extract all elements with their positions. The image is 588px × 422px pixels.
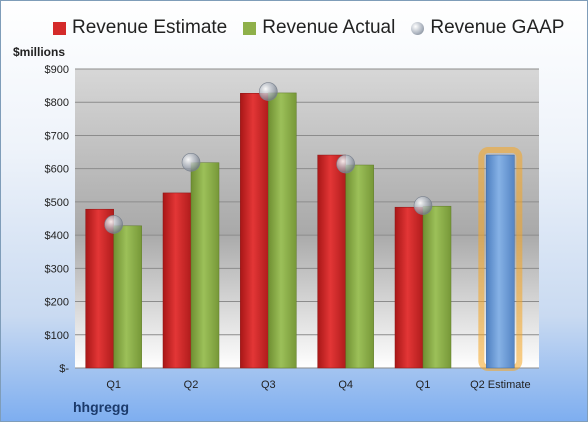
y-tick-label: $900 xyxy=(45,64,69,76)
x-tick-label: Q2 Estimate xyxy=(470,379,531,391)
x-tick-label: Q2 xyxy=(184,379,199,391)
gaap-point xyxy=(259,82,278,101)
gaap-point xyxy=(413,196,433,215)
gaap-point xyxy=(336,154,355,174)
x-tick-label: Q3 xyxy=(261,379,276,391)
y-tick-label: $100 xyxy=(45,330,69,342)
bar-actual xyxy=(422,205,452,369)
gaap-point xyxy=(104,215,123,234)
legend-label-actual: Revenue Actual xyxy=(262,17,396,38)
x-tick-label: Q4 xyxy=(338,379,353,391)
gaap-point xyxy=(181,153,201,172)
legend-item-gaap: Revenue GAAP xyxy=(411,17,564,39)
bar-estimate xyxy=(85,208,114,369)
legend-label-estimate: Revenue Estimate xyxy=(72,17,228,38)
y-tick-label: $400 xyxy=(45,230,69,242)
legend-label-gaap: Revenue GAAP xyxy=(430,17,565,38)
bar-actual xyxy=(113,225,142,369)
legend-swatch-actual xyxy=(243,21,257,35)
company-name: hhgregg xyxy=(73,399,129,415)
y-unit-label: $millions xyxy=(13,45,66,59)
bar-actual xyxy=(268,92,297,369)
bar-estimate xyxy=(162,192,192,369)
y-tick-label: $800 xyxy=(45,97,69,109)
bar-estimate-projected xyxy=(486,154,515,369)
legend: Revenue Estimate Revenue Actual Revenue … xyxy=(53,17,580,39)
y-tick-label: $600 xyxy=(45,164,69,176)
bar-estimate xyxy=(317,154,346,369)
y-tick-label: $500 xyxy=(45,197,69,209)
bar-actual xyxy=(190,162,220,369)
bar-estimate xyxy=(240,93,269,369)
plot-area xyxy=(75,69,539,368)
bar-estimate xyxy=(394,206,424,369)
y-tick-label: $300 xyxy=(45,263,69,275)
y-tick-label: $- xyxy=(59,363,69,375)
legend-item-estimate: Revenue Estimate xyxy=(53,17,227,39)
x-tick-label: Q1 xyxy=(106,379,121,391)
y-tick-label: $200 xyxy=(45,297,69,309)
legend-item-actual: Revenue Actual xyxy=(243,17,395,39)
bar-actual xyxy=(345,164,374,369)
x-tick-label: Q1 xyxy=(416,379,431,391)
legend-swatch-gaap xyxy=(411,21,425,35)
legend-swatch-estimate xyxy=(53,21,66,35)
y-tick-label: $700 xyxy=(45,130,69,142)
